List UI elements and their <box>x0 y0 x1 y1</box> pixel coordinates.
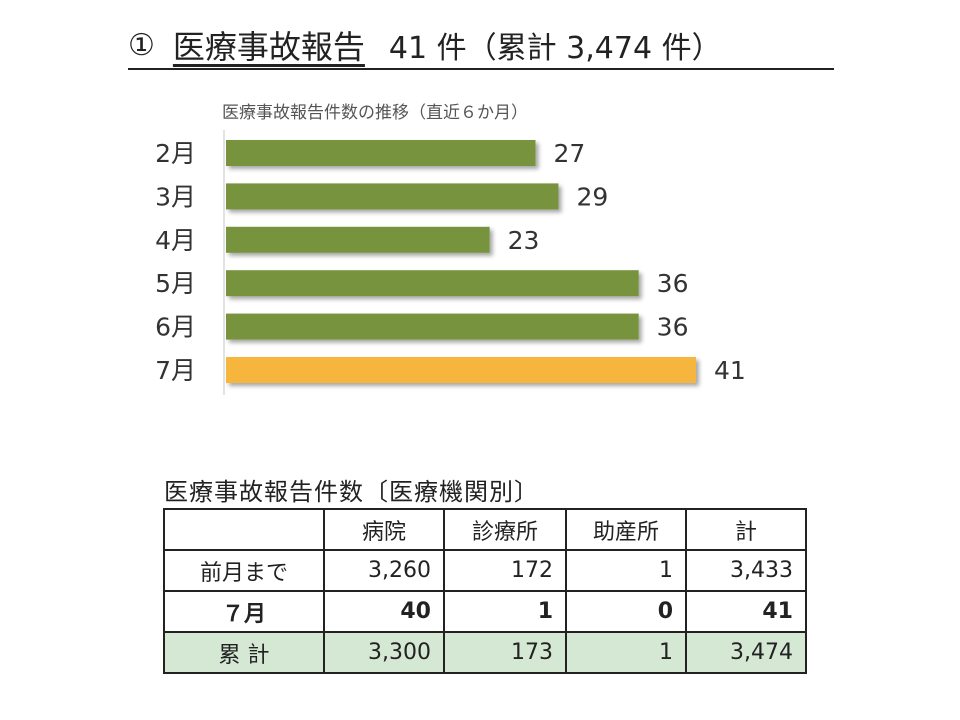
title-count: 41 件（累計 3,474 件） <box>388 31 722 66</box>
table-row: 前月まで 3,260 172 1 3,433 <box>163 549 807 592</box>
data-label: 23 <box>508 226 540 255</box>
chart-bars: 2月 27 3月 29 4月 23 5月 36 6月 36 7月 41 <box>155 139 746 385</box>
data-label: 36 <box>657 269 689 298</box>
data-label: 27 <box>554 139 586 168</box>
table-cell: 1 <box>565 631 687 674</box>
table-cell: 0 <box>565 590 687 633</box>
chart-title: 医療事故報告件数の推移（直近６か月） <box>222 103 528 123</box>
facility-table: 病院 診療所 助産所 計 前月まで 3,260 172 1 3,433 ７月 4… <box>163 508 807 674</box>
table-row: ７月 40 1 0 41 <box>163 590 807 633</box>
category-label: 7月 <box>155 356 196 385</box>
table-cell: 3,300 <box>323 631 445 674</box>
bar-3 <box>226 226 490 253</box>
row-label: 累 計 <box>163 631 325 674</box>
data-label: 29 <box>576 182 608 211</box>
data-label: 41 <box>714 356 746 385</box>
table-cell: 3,260 <box>323 549 445 592</box>
bar-6 <box>226 357 696 383</box>
header-cell: 診療所 <box>443 508 567 551</box>
header-cell: 助産所 <box>565 508 687 551</box>
bar-chart: 医療事故報告件数の推移（直近６か月） 2月 27 3月 29 4月 23 5月 36 6月 36 7… <box>155 103 746 395</box>
header-cell <box>163 508 325 551</box>
bar-4 <box>226 270 639 297</box>
title-number: ① <box>128 27 155 63</box>
header-cell: 計 <box>685 508 807 551</box>
category-label: 3月 <box>155 182 196 211</box>
table-header-row: 病院 診療所 助産所 計 <box>163 508 807 551</box>
table-row-total: 累 計 3,300 173 1 3,474 <box>163 631 807 674</box>
bar-2 <box>226 183 559 210</box>
category-label: 6月 <box>155 313 196 342</box>
table-cell: 41 <box>685 590 807 633</box>
table-cell: 172 <box>443 549 567 592</box>
page-title: ① 医療事故報告 41 件（累計 3,474 件） <box>128 22 834 70</box>
title-name: 医療事故報告 <box>172 28 365 66</box>
bar-1 <box>226 140 536 166</box>
row-label: ７月 <box>163 590 325 633</box>
data-label: 36 <box>657 313 689 342</box>
bar-5 <box>226 313 639 340</box>
table-cell: 3,474 <box>685 631 807 674</box>
table-cell: 173 <box>443 631 567 674</box>
category-label: 5月 <box>155 269 196 298</box>
table-cell: 40 <box>323 590 445 633</box>
header-cell: 病院 <box>323 508 445 551</box>
row-label: 前月まで <box>163 549 325 592</box>
table-caption: 医療事故報告件数〔医療機関別〕 <box>164 478 539 506</box>
table-cell: 1 <box>443 590 567 633</box>
category-label: 2月 <box>155 139 196 168</box>
category-label: 4月 <box>155 226 196 255</box>
table-cell: 1 <box>565 549 687 592</box>
table-cell: 3,433 <box>685 549 807 592</box>
